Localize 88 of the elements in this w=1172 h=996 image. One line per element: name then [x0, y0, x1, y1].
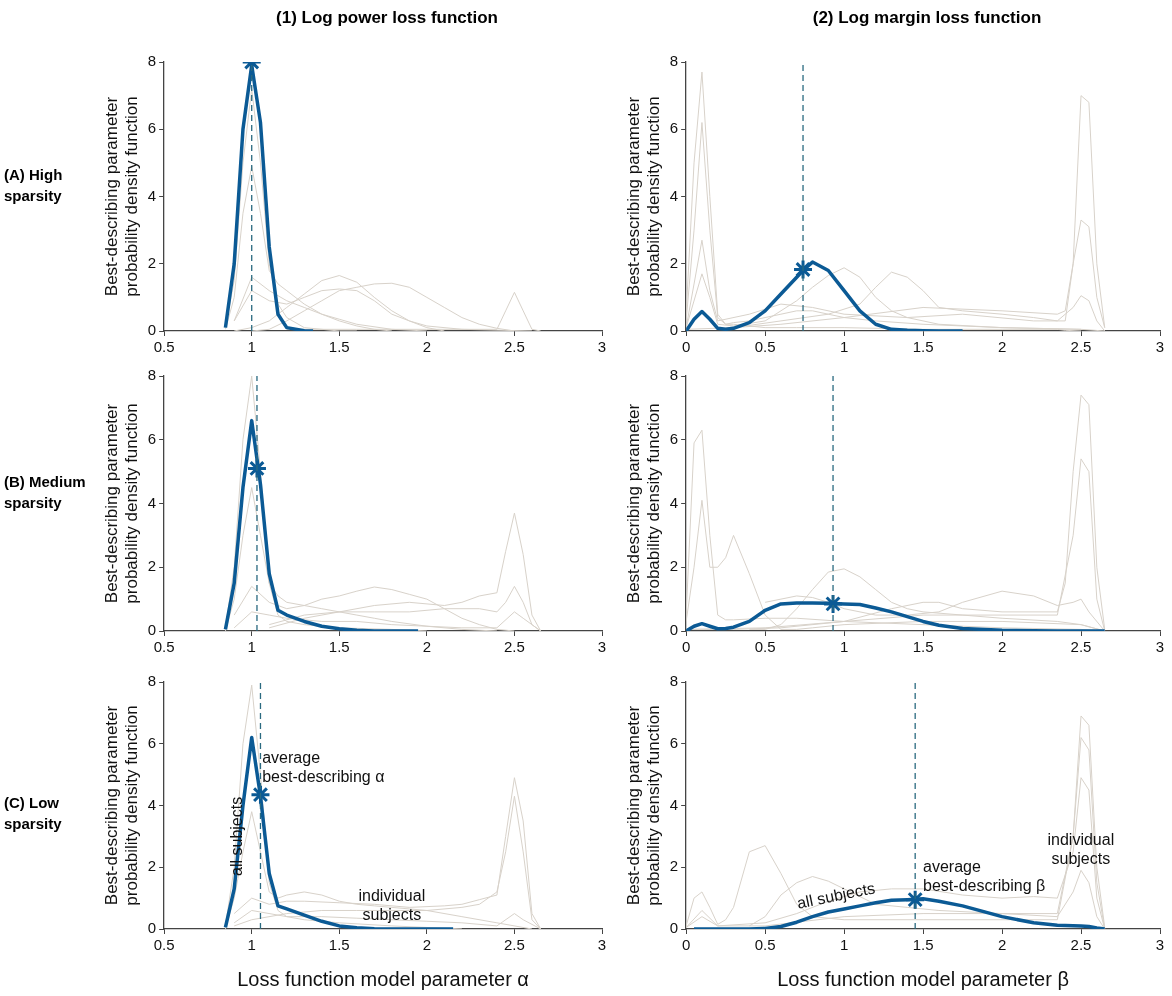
x-tick-label: 1.5	[328, 338, 350, 356]
x-tick-label: 2.5	[1070, 638, 1092, 656]
x-tick-label: 1	[247, 936, 256, 954]
y-tick-label: 8	[669, 366, 679, 384]
x-tick-label: 1	[839, 936, 849, 954]
x-tick-label: 2.5	[1070, 338, 1092, 356]
chart-title: (1) Log power loss function	[275, 8, 499, 28]
y-tick-label: 2	[147, 857, 157, 875]
x-tick-label: 2	[422, 338, 432, 356]
y-tick-label: 6	[147, 119, 157, 137]
x-tick-label: 0.5	[754, 936, 776, 954]
x-tick-label: 1.5	[328, 936, 350, 954]
x-tick-label: 2	[422, 936, 432, 954]
x-tick-label: 1.5	[912, 638, 934, 656]
y-tick-label: 0	[147, 321, 157, 339]
y-axis-title: Best-describing parameter probability density function	[623, 705, 664, 906]
y-tick-label: 4	[669, 795, 679, 813]
y-tick-label: 8	[147, 672, 157, 690]
x-tick-label: 2.5	[1070, 936, 1092, 954]
x-tick-label: 1.5	[912, 338, 934, 356]
y-tick-label: 8	[147, 366, 157, 384]
x-tick-label: 0.5	[754, 338, 776, 356]
annotation: individual subjects	[358, 886, 426, 923]
y-tick-label: 0	[669, 919, 679, 937]
x-tick-label: 3	[1155, 936, 1165, 954]
x-tick-label: 0.5	[153, 338, 175, 356]
x-axis-title: Loss function model parameter α	[237, 967, 529, 990]
y-tick-label: 6	[669, 733, 679, 751]
text: (A) High sparsity	[4, 165, 64, 206]
y-tick-label: 6	[669, 119, 679, 137]
chart-title: (2) Log margin loss function	[811, 8, 1043, 28]
y-tick-label: 0	[147, 621, 157, 639]
x-tick-label: 1	[247, 338, 256, 356]
y-tick-label: 2	[669, 857, 679, 875]
y-tick-label: 0	[669, 321, 679, 339]
y-tick-label: 6	[147, 429, 157, 447]
y-tick-label: 6	[669, 429, 679, 447]
x-tick-label: 0	[681, 638, 691, 656]
y-tick-label: 2	[147, 557, 157, 575]
y-tick-label: 0	[147, 919, 157, 937]
y-tick-label: 4	[147, 186, 157, 204]
x-tick-label: 3	[1155, 638, 1165, 656]
x-tick-label: 1	[247, 638, 256, 656]
y-tick-label: 8	[669, 672, 679, 690]
y-axis-title: Best-describing parameter probability density function	[623, 403, 664, 604]
x-tick-label: 0.5	[754, 638, 776, 656]
x-tick-label: 1	[839, 638, 849, 656]
y-tick-label: 2	[147, 253, 157, 271]
y-axis-title: Best-describing parameter probability density function	[101, 403, 142, 604]
y-tick-label: 8	[669, 52, 679, 70]
x-axis-title: Loss function model parameter β	[777, 967, 1069, 990]
annotation: individual subjects	[1047, 830, 1115, 867]
y-tick-label: 0	[669, 621, 679, 639]
x-tick-label: 3	[597, 936, 607, 954]
x-tick-label: 2.5	[504, 338, 525, 356]
y-tick-label: 2	[669, 557, 679, 575]
x-tick-label: 2	[997, 338, 1007, 356]
x-tick-label: 2	[997, 936, 1007, 954]
x-tick-label: 0	[681, 936, 691, 954]
text: (C) Low sparsity	[4, 793, 63, 834]
annotation: all subjects	[795, 879, 877, 912]
y-axis-title: Best-describing parameter probability density function	[623, 96, 664, 297]
y-tick-label: 4	[669, 186, 679, 204]
x-tick-label: 1	[839, 338, 849, 356]
x-tick-label: 2.5	[504, 638, 525, 656]
y-axis-title: Best-describing parameter probability density function	[101, 705, 142, 906]
y-tick-label: 4	[669, 493, 679, 511]
x-tick-label: 1.5	[328, 638, 350, 656]
x-tick-label: 3	[597, 638, 607, 656]
text: (B) Medium sparsity	[4, 472, 87, 513]
x-tick-label: 2	[997, 638, 1007, 656]
x-tick-label: 0.5	[153, 638, 175, 656]
x-tick-label: 3	[1155, 338, 1165, 356]
y-tick-label: 4	[147, 795, 157, 813]
y-tick-label: 2	[669, 253, 679, 271]
y-tick-label: 8	[147, 52, 157, 70]
x-tick-label: 0.5	[153, 936, 175, 954]
y-tick-label: 4	[147, 493, 157, 511]
x-tick-label: 0	[681, 338, 691, 356]
annotation: all subjects	[228, 796, 246, 876]
y-axis-title: Best-describing parameter probability density function	[101, 96, 142, 297]
x-tick-label: 3	[597, 338, 607, 356]
y-tick-label: 6	[147, 733, 157, 751]
x-tick-label: 1.5	[912, 936, 934, 954]
annotation: average best-describing β	[923, 858, 1046, 895]
x-tick-label: 2	[422, 638, 432, 656]
annotation: average best-describing α	[262, 749, 385, 786]
x-tick-label: 2.5	[504, 936, 525, 954]
